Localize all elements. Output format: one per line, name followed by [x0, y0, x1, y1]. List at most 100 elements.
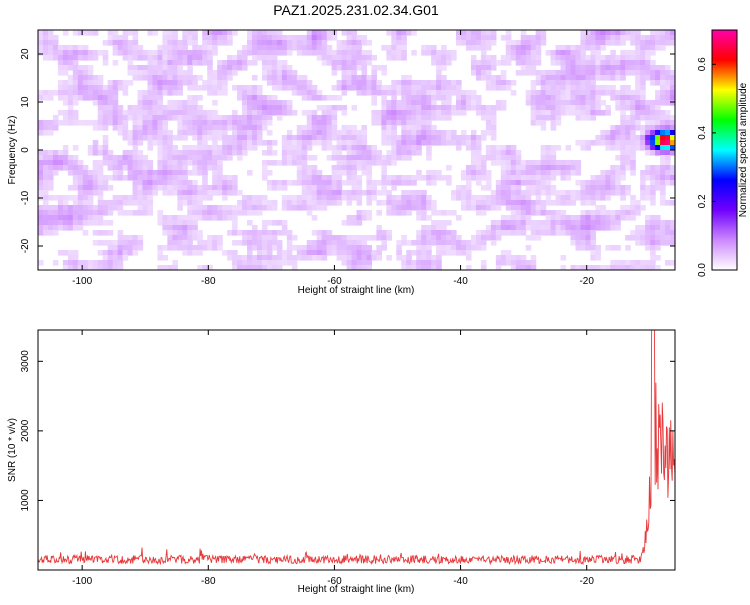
spectrogram-cell [271, 85, 278, 91]
spectrogram-cell [256, 245, 263, 251]
spectrogram-cell [87, 120, 94, 126]
spectrogram-cell [202, 150, 208, 156]
spectrogram-cell [82, 85, 89, 91]
spectrogram-cell [346, 235, 353, 241]
spectrogram-cell [560, 70, 567, 76]
spectrogram-cell [227, 75, 233, 81]
spectrogram-cell [396, 120, 402, 126]
spectrogram-cell [570, 110, 577, 116]
spectrogram-cell [281, 205, 288, 211]
spectrogram-cell [371, 160, 378, 166]
spectrogram-cell [640, 40, 646, 46]
spectrogram-cell [237, 145, 243, 151]
spectrogram-cell [162, 125, 168, 131]
spectrogram-cell [112, 100, 119, 106]
spectrogram-cell [590, 210, 596, 216]
spectrogram-cell [650, 145, 656, 151]
spectrogram-cell [336, 235, 343, 241]
spectrogram-cell [321, 240, 328, 246]
spectrogram-cell [142, 160, 149, 166]
spectrogram-cell [396, 90, 402, 96]
spectrogram-cell [510, 55, 517, 61]
spectrogram-cell [82, 170, 89, 176]
spectrogram-cell [575, 100, 582, 106]
spectrogram-cell [92, 50, 99, 56]
spectrogram-cell [421, 245, 427, 251]
spectrogram-cell [182, 180, 188, 186]
spectrogram-cell [525, 90, 532, 96]
spectrogram-cell [117, 250, 124, 256]
spectrogram-cell [426, 180, 432, 186]
spectrogram-cell [137, 55, 144, 61]
spectrogram-cell [465, 240, 472, 246]
spectrogram-cell [356, 175, 363, 181]
spectrogram-cell [396, 245, 402, 251]
spectrogram-cell [446, 85, 452, 91]
spectrogram-cell [401, 255, 407, 261]
spectrogram-cell [38, 170, 44, 176]
spectrogram-cell [266, 55, 273, 61]
y-tick-label: 0 [20, 147, 31, 153]
spectrogram-cell [142, 125, 149, 131]
spectrogram-cell [615, 155, 621, 161]
spectrogram-cell [227, 155, 233, 161]
spectrogram-cell [311, 255, 318, 261]
spectrogram-cell [356, 235, 363, 241]
spectrogram-cell [600, 215, 606, 221]
spectrogram-cell [555, 105, 562, 111]
spectrogram-cell [132, 120, 139, 126]
spectrogram-cell [346, 75, 353, 81]
spectrogram-cell [301, 160, 308, 166]
spectrogram-cell [560, 210, 567, 216]
spectrogram-cell [102, 155, 109, 161]
spectrogram-cell [610, 225, 616, 231]
spectrogram-cell [251, 35, 258, 41]
spectrogram-cell [162, 215, 168, 221]
spectrogram-cell [331, 170, 338, 176]
spectrogram-cell [530, 35, 537, 41]
spectrogram-cell [276, 230, 283, 236]
spectrogram-cell [311, 35, 318, 41]
spectrogram-cell [132, 110, 139, 116]
spectrogram-cell [421, 235, 427, 241]
spectrogram-cell [361, 60, 368, 66]
spectrogram-cell [475, 240, 482, 246]
spectrogram-cell [276, 85, 283, 91]
spectrogram-cell [580, 35, 587, 41]
spectrogram-cell [510, 45, 517, 51]
spectrogram-cell [132, 45, 139, 51]
spectrogram-cell [630, 50, 636, 56]
spectrogram-cell [162, 185, 168, 191]
spectrogram-cell [167, 185, 173, 191]
spectrogram-cell [585, 230, 591, 236]
spectrogram-cell [391, 150, 397, 156]
spectrogram-cell [605, 195, 611, 201]
spectrogram-cell [97, 165, 104, 171]
spectrogram-cell [391, 180, 397, 186]
spectrogram-cell [615, 35, 621, 41]
spectrogram-cell [286, 160, 293, 166]
spectrogram-cell [227, 250, 233, 256]
spectrogram-cell [117, 40, 124, 46]
spectrogram-cell [490, 105, 497, 111]
spectrogram-cell [296, 130, 303, 136]
spectrogram-cell [640, 225, 646, 231]
spectrogram-cell [391, 105, 397, 111]
spectrogram-cell [475, 100, 482, 106]
spectrogram-cell [590, 40, 596, 46]
spectrogram-cell [192, 120, 198, 126]
spectrogram-cell [62, 260, 69, 266]
spectrogram-cell [147, 135, 154, 141]
spectrogram-cell [167, 30, 173, 36]
spectrogram-cell [212, 85, 218, 91]
spectrogram-cell [127, 155, 134, 161]
spectrogram-cell [615, 145, 621, 151]
spectrogram-cell [52, 90, 59, 96]
spectrogram-cell [351, 220, 358, 226]
spectrogram-cell [600, 210, 606, 216]
spectrogram-cell [157, 110, 164, 116]
spectrogram-cell [371, 180, 378, 186]
spectrogram-cell [142, 210, 149, 216]
spectrogram-cell [187, 160, 193, 166]
spectrogram-cell [376, 235, 382, 241]
